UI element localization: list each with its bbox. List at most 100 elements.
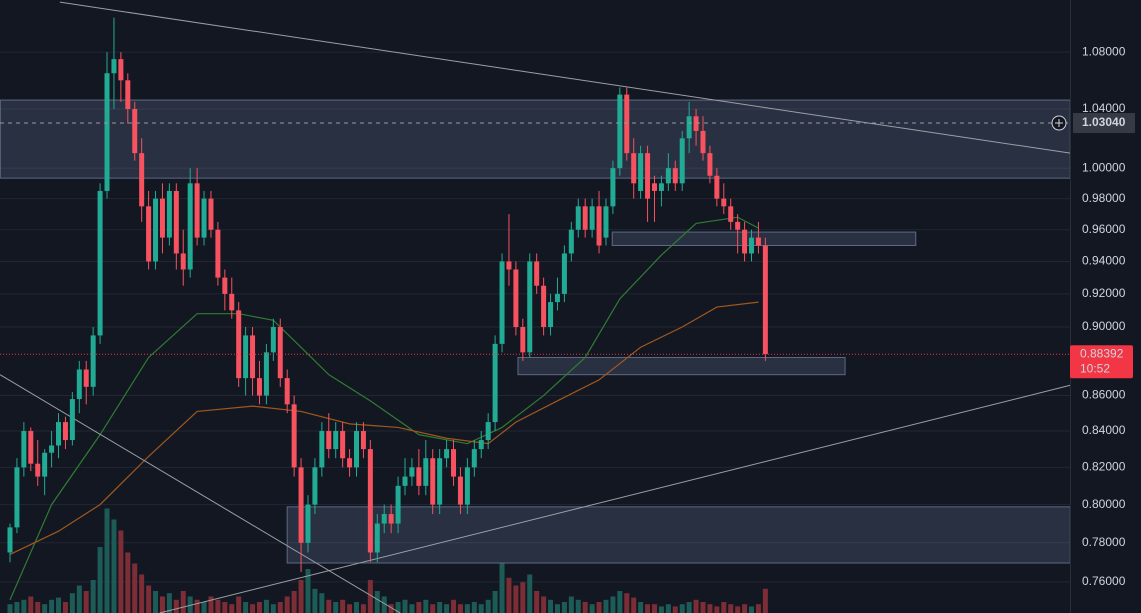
candle-body (714, 175, 720, 199)
volume-bar (146, 585, 152, 613)
volume-bar (499, 563, 505, 613)
volume-bar (333, 602, 339, 613)
candle-body (742, 229, 748, 254)
moving-average (9, 216, 759, 601)
candle-body (457, 476, 463, 505)
trend-line (159, 384, 1071, 613)
volume-bar (62, 602, 68, 613)
volume-bar (284, 596, 290, 613)
y-tick-label: 1.00000 (1082, 160, 1126, 174)
candle-body (153, 198, 159, 262)
candle-body (243, 335, 249, 379)
volume-bar (423, 599, 429, 613)
candle-body (589, 206, 595, 230)
candle-body (229, 293, 235, 311)
y-tick-label: 1.04000 (1082, 101, 1126, 115)
y-tick-label: 0.76000 (1082, 574, 1126, 588)
volume-bar (194, 599, 200, 613)
candle-body (728, 206, 734, 222)
candle-body (256, 378, 262, 396)
candle-body (69, 399, 75, 441)
volume-bar (347, 604, 353, 613)
crosshair-label: 1.03040 (1082, 115, 1126, 129)
volume-bar (319, 593, 325, 613)
volume-bar (166, 593, 172, 613)
candle-body (250, 335, 256, 379)
candle-body (49, 445, 55, 453)
trend-line (59, 1, 1071, 154)
candle-body (665, 168, 671, 184)
volume-bar (638, 602, 644, 613)
candle-body (707, 153, 713, 176)
candle-body (402, 476, 408, 486)
volume-bar (527, 574, 533, 613)
candle-body (201, 198, 207, 238)
volume-bar (762, 588, 768, 613)
candle-body (575, 206, 581, 230)
candle-body (679, 138, 685, 184)
candle-body (388, 514, 394, 524)
candle-body (451, 449, 457, 477)
candle-body (658, 183, 664, 191)
volume-bar (548, 599, 554, 613)
candle-body (111, 59, 117, 74)
volume-bar (582, 602, 588, 613)
candle-body (319, 431, 325, 468)
volume-bar (624, 593, 630, 613)
volume-bar (554, 604, 560, 613)
zone (517, 356, 846, 376)
candle-body (166, 190, 172, 238)
volume-bar (35, 602, 41, 613)
volume-bar (76, 585, 82, 613)
candle-body (354, 431, 359, 468)
candle-body (28, 431, 34, 464)
y-tick-label: 1.08000 (1082, 44, 1126, 58)
volume-bar (7, 604, 13, 613)
candle-body (173, 190, 179, 254)
plus-icon (1055, 119, 1063, 128)
volume-bar (485, 599, 491, 613)
volume-bar (409, 604, 415, 613)
zone (286, 506, 1071, 564)
volume-bar (603, 599, 609, 613)
volume-bar (49, 599, 55, 613)
volume-bar (305, 569, 311, 613)
volume-bar (513, 585, 519, 613)
candle-body (624, 94, 630, 154)
y-tick-label: 0.86000 (1082, 388, 1126, 402)
candle-body (631, 153, 637, 184)
volume-bar (104, 508, 110, 613)
candle-body (554, 293, 560, 303)
crosshair-label-box (1073, 113, 1135, 134)
volume-bar (312, 588, 318, 613)
volume-bar (755, 604, 761, 613)
trend-line (0, 374, 401, 613)
candle-body (492, 343, 498, 423)
volume-bar (742, 604, 748, 613)
volume-bar (111, 519, 117, 613)
volume-bar (222, 602, 228, 613)
volume-bar (90, 580, 96, 613)
candle-body (21, 431, 27, 468)
candle-body (270, 327, 276, 353)
volume-bar (367, 580, 373, 613)
candle-body (305, 504, 311, 543)
zone (611, 231, 917, 247)
candle-body (423, 458, 429, 486)
volume-bar (69, 593, 75, 613)
candle-body (340, 431, 346, 459)
candle-body (104, 73, 110, 191)
y-tick-label: 0.82000 (1082, 460, 1126, 474)
volume-bar (374, 591, 380, 613)
y-tick-label: 0.92000 (1082, 286, 1126, 300)
volume-bar (568, 596, 574, 613)
candle-body (527, 261, 533, 353)
candle-body (56, 422, 62, 446)
candle-body (277, 327, 283, 379)
volume-bar (561, 602, 567, 613)
candle-body (395, 485, 401, 524)
volume-bar (326, 599, 332, 613)
volume-bar (298, 580, 304, 613)
candle-body (146, 206, 152, 262)
